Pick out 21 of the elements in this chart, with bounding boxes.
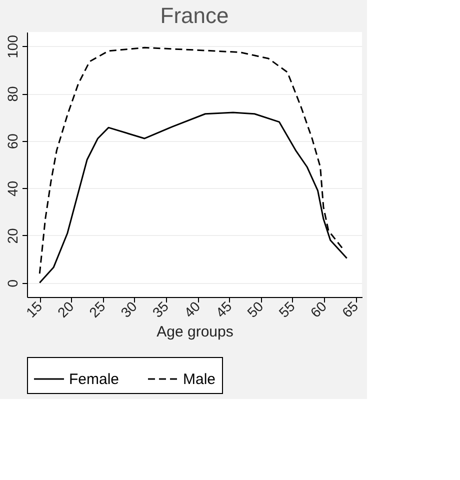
y-tick-label: 40 xyxy=(4,180,20,196)
x-tick-label: 40 xyxy=(180,298,204,320)
x-tick-label: 20 xyxy=(54,298,77,320)
x-tick-label: 65 xyxy=(338,298,362,320)
x-tick-label: 50 xyxy=(244,298,266,320)
y-tick-label: 80 xyxy=(4,86,20,102)
x-tick-label: 35 xyxy=(149,298,172,320)
x-tick-label: 45 xyxy=(212,298,235,320)
x-tick-label: 55 xyxy=(276,298,298,320)
y-tick-label: 100 xyxy=(4,34,20,58)
x-tick-label: 25 xyxy=(86,298,108,320)
legend-label: Female xyxy=(69,371,120,388)
x-tick-label: 15 xyxy=(22,298,46,320)
x-axis-title: Age groups xyxy=(156,323,234,340)
x-tick-label: 60 xyxy=(307,298,330,320)
x-tick-label: 30 xyxy=(118,298,140,320)
y-tick-label: 20 xyxy=(4,228,20,244)
y-tick-label: 60 xyxy=(4,133,20,150)
legend-label: Male xyxy=(183,371,216,388)
chart-title: France xyxy=(160,3,229,28)
y-tick-label: 0 xyxy=(4,279,20,288)
